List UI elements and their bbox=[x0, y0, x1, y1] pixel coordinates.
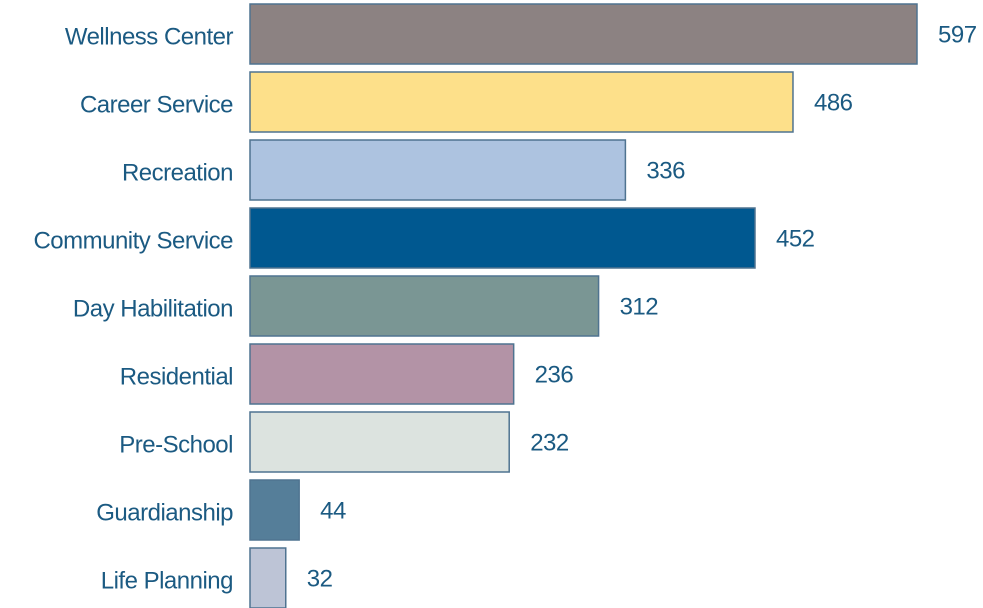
bar bbox=[249, 139, 627, 201]
category-label: Life Planning bbox=[101, 567, 233, 594]
value-label: 452 bbox=[776, 225, 815, 252]
category-label: Community Service bbox=[33, 227, 233, 254]
category-label: Residential bbox=[120, 363, 233, 390]
value-label: 597 bbox=[938, 21, 977, 48]
value-label: 312 bbox=[620, 293, 659, 320]
category-label: Guardianship bbox=[96, 499, 233, 526]
bar bbox=[249, 547, 287, 608]
bar bbox=[249, 3, 918, 65]
category-label: Day Habilitation bbox=[73, 295, 233, 322]
value-label: 236 bbox=[535, 361, 574, 388]
category-label: Pre-School bbox=[119, 431, 233, 458]
bar bbox=[249, 479, 300, 541]
category-label: Career Service bbox=[80, 91, 233, 118]
value-label: 232 bbox=[530, 429, 569, 456]
bar bbox=[249, 343, 515, 405]
bar bbox=[249, 275, 600, 337]
category-label: Recreation bbox=[122, 159, 233, 186]
value-label: 336 bbox=[646, 157, 685, 184]
value-label: 486 bbox=[814, 89, 853, 116]
bar bbox=[249, 411, 510, 473]
value-label: 44 bbox=[320, 497, 346, 524]
bar bbox=[249, 71, 794, 133]
bar bbox=[249, 207, 756, 269]
category-label: Wellness Center bbox=[65, 23, 234, 50]
value-label: 32 bbox=[307, 565, 333, 592]
